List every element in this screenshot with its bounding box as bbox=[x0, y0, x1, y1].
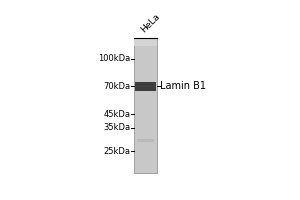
Text: Lamin B1: Lamin B1 bbox=[160, 81, 206, 91]
Bar bbox=[134, 38, 157, 46]
Text: 70kDa: 70kDa bbox=[103, 82, 130, 91]
Bar bbox=[134, 38, 157, 173]
Bar bbox=[135, 86, 156, 87]
Text: 25kDa: 25kDa bbox=[103, 147, 130, 156]
Text: 35kDa: 35kDa bbox=[103, 123, 130, 132]
Text: HeLa: HeLa bbox=[139, 12, 162, 35]
Bar bbox=[135, 82, 156, 91]
Text: 45kDa: 45kDa bbox=[103, 110, 130, 119]
Bar bbox=[137, 139, 154, 142]
Text: 100kDa: 100kDa bbox=[98, 54, 130, 63]
